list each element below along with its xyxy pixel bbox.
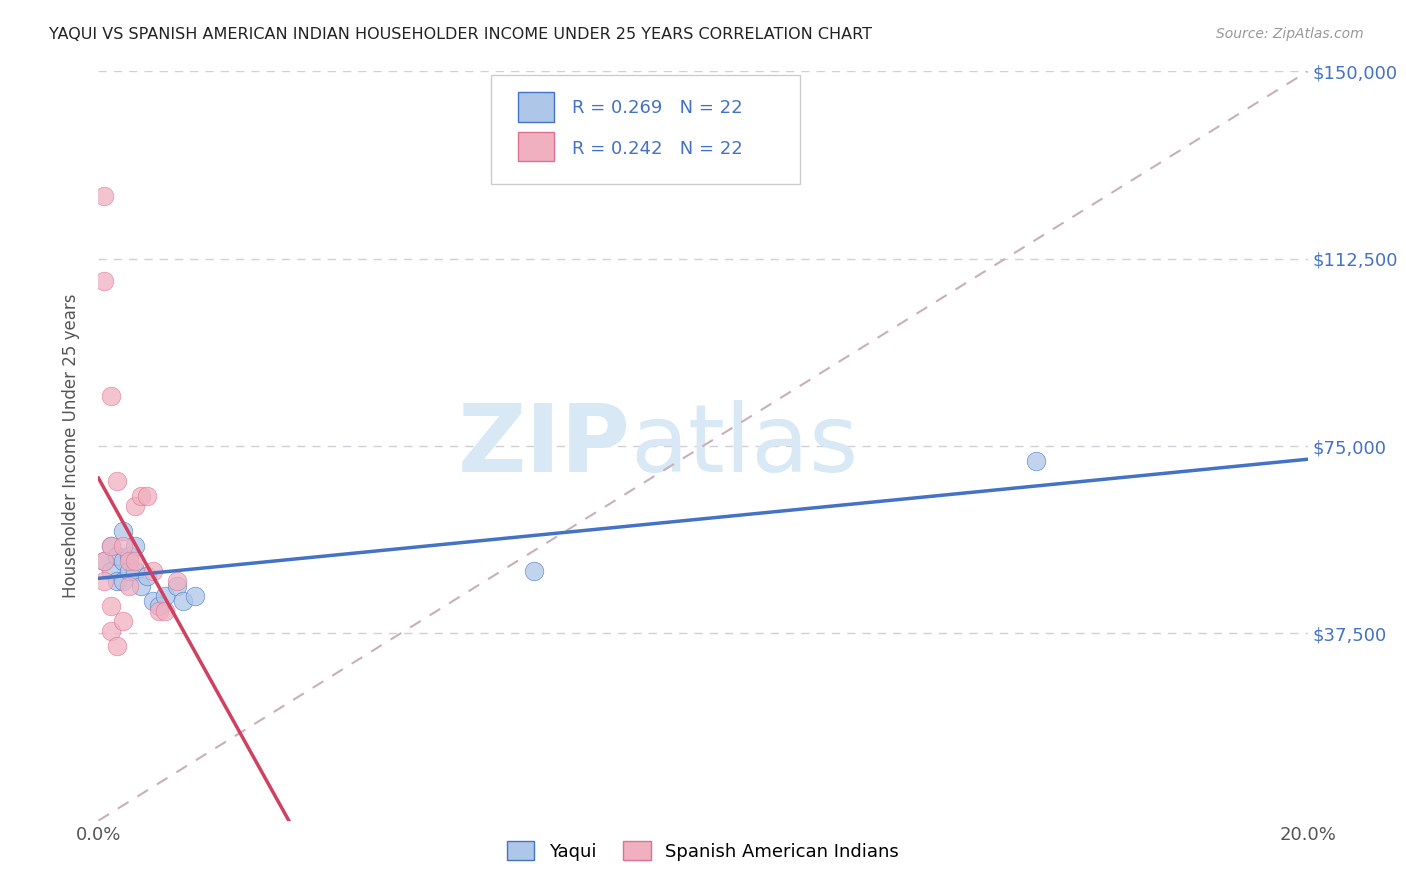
Point bbox=[135, 489, 157, 503]
Point bbox=[1024, 454, 1046, 468]
Text: atlas: atlas bbox=[630, 400, 859, 492]
Point bbox=[111, 574, 134, 588]
Point bbox=[100, 389, 122, 403]
Text: R = 0.269   N = 22: R = 0.269 N = 22 bbox=[572, 99, 742, 117]
Point bbox=[111, 524, 134, 538]
Text: YAQUI VS SPANISH AMERICAN INDIAN HOUSEHOLDER INCOME UNDER 25 YEARS CORRELATION C: YAQUI VS SPANISH AMERICAN INDIAN HOUSEHO… bbox=[49, 27, 872, 42]
Point bbox=[142, 594, 165, 608]
Point bbox=[118, 549, 141, 563]
Point bbox=[118, 564, 141, 578]
Point bbox=[93, 574, 115, 588]
Point bbox=[111, 539, 134, 553]
FancyBboxPatch shape bbox=[492, 75, 800, 184]
Bar bbox=[517, 93, 554, 121]
Text: Source: ZipAtlas.com: Source: ZipAtlas.com bbox=[1216, 27, 1364, 41]
Point bbox=[153, 604, 176, 618]
Point bbox=[129, 579, 152, 593]
Point bbox=[184, 589, 207, 603]
Point bbox=[172, 594, 194, 608]
Point bbox=[100, 599, 122, 613]
Point bbox=[118, 579, 141, 593]
Text: R = 0.242   N = 22: R = 0.242 N = 22 bbox=[572, 139, 744, 158]
Legend: Yaqui, Spanish American Indians: Yaqui, Spanish American Indians bbox=[501, 834, 905, 868]
Point bbox=[105, 549, 128, 563]
Point bbox=[135, 569, 157, 583]
Point bbox=[142, 564, 165, 578]
Point bbox=[166, 579, 188, 593]
Point bbox=[124, 564, 146, 578]
Point bbox=[100, 564, 122, 578]
Point bbox=[129, 489, 152, 503]
Point bbox=[100, 539, 122, 553]
Point bbox=[105, 474, 128, 488]
Point bbox=[105, 574, 128, 588]
Point bbox=[153, 589, 176, 603]
Point bbox=[93, 274, 115, 288]
Point bbox=[100, 539, 122, 553]
Point bbox=[100, 624, 122, 638]
Bar bbox=[517, 132, 554, 161]
Point bbox=[111, 554, 134, 568]
Point bbox=[105, 639, 128, 653]
Point bbox=[124, 554, 146, 568]
Point bbox=[148, 599, 170, 613]
Point bbox=[118, 554, 141, 568]
Point bbox=[124, 539, 146, 553]
Point bbox=[523, 564, 546, 578]
Point bbox=[93, 554, 115, 568]
Point bbox=[166, 574, 188, 588]
Text: ZIP: ZIP bbox=[457, 400, 630, 492]
Point bbox=[93, 189, 115, 203]
Point bbox=[124, 499, 146, 513]
Point bbox=[111, 614, 134, 628]
Y-axis label: Householder Income Under 25 years: Householder Income Under 25 years bbox=[62, 293, 80, 599]
Point bbox=[148, 604, 170, 618]
Point bbox=[93, 554, 115, 568]
